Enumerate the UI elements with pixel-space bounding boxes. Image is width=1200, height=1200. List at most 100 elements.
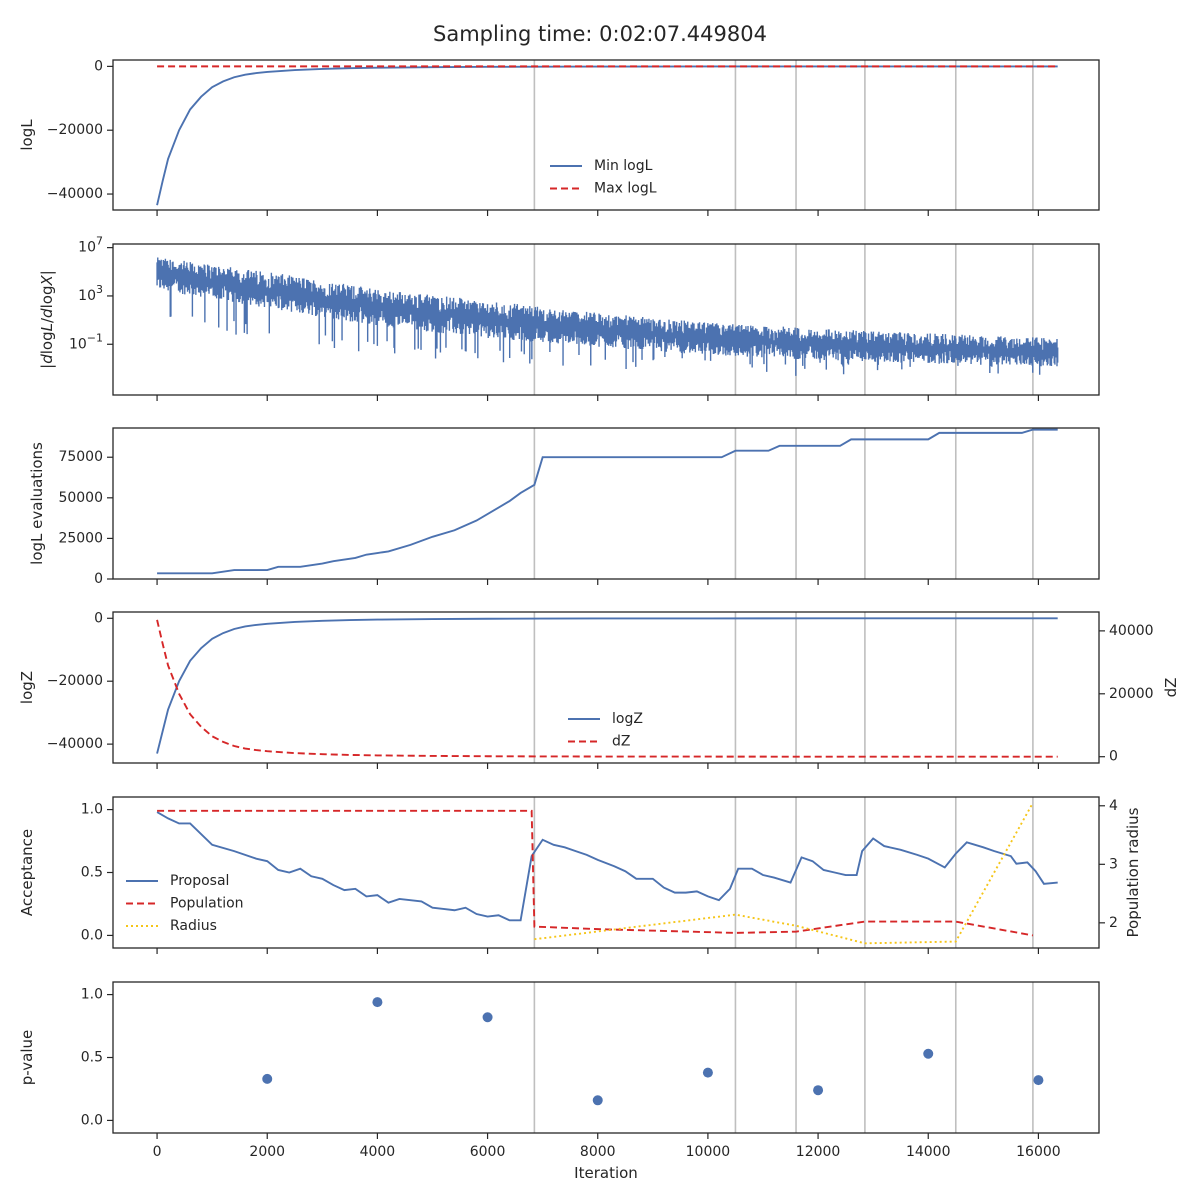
legend-label: Max logL (594, 181, 657, 197)
series-group (156, 802, 1058, 945)
y-axis-label: p-value (18, 1030, 36, 1086)
x-tick-label: 2000 (249, 1144, 285, 1160)
y-tick-label: 1.0 (81, 802, 103, 818)
x-tick-label: 16000 (1016, 1144, 1061, 1160)
panel-dlogL: 107 103 10−1 |dlogL/dlogX| (38, 235, 1100, 401)
x-tick-label: 8000 (580, 1144, 616, 1160)
axes-frame (112, 243, 1100, 396)
x-tick-label: 10000 (686, 1144, 731, 1160)
x-tick-label: 6000 (470, 1144, 506, 1160)
x-axis-label: Iteration (574, 1164, 638, 1182)
y-tick-label: 0 (94, 610, 103, 626)
scatter-point (482, 1012, 493, 1023)
y-tick-label: 1.0 (81, 987, 103, 1003)
x-tick-label: 14000 (906, 1144, 951, 1160)
y2-axis-label: Population radius (1124, 807, 1142, 937)
y-tick-label: 0 (94, 58, 103, 74)
scatter-point (262, 1073, 273, 1084)
scatter-point (372, 997, 383, 1008)
x-axis (156, 395, 1040, 401)
axes-frame (112, 59, 1100, 211)
x-tick-label: 0 (153, 1144, 162, 1160)
y-tick-label: 0.5 (81, 1050, 103, 1066)
y2-tick-label: 3 (1109, 856, 1118, 872)
legend: Min logL Max logL (550, 158, 657, 197)
y2-axis-label: dZ (1162, 678, 1180, 698)
y-tick-label: −40000 (47, 186, 103, 202)
y2-tick-label: 4 (1109, 798, 1118, 814)
vertical-markers (533, 797, 1034, 948)
y-tick-label: 75000 (58, 449, 103, 465)
series-min-logl (156, 65, 1058, 206)
axes-frame (112, 796, 1100, 949)
y-axis: 0 −20000 −40000 logZ (18, 610, 113, 752)
x-axis (156, 579, 1040, 585)
y2-tick-label: 0 (1109, 749, 1118, 765)
series-group (262, 997, 1044, 1106)
series-group (156, 617, 1058, 758)
scatter-point (592, 1095, 603, 1106)
y-tick-label: 0.0 (81, 927, 103, 943)
y-axis: 107 103 10−1 |dlogL/dlogX| (38, 235, 113, 369)
y-tick-label: 0.5 (81, 865, 103, 881)
y-tick-label: −20000 (47, 673, 103, 689)
legend: Proposal Population Radius (126, 873, 244, 934)
y2-tick-label: 20000 (1109, 686, 1154, 702)
y-tick-label: −20000 (47, 122, 103, 138)
series-population (157, 809, 1034, 937)
series-logz (156, 617, 1058, 754)
panel-logZ: 0 −20000 −40000 logZ 0 20000 40000 dZ logZ dZ (18, 610, 1180, 769)
y-tick-label: 10−1 (69, 331, 103, 352)
x-tick-label: 4000 (360, 1144, 396, 1160)
axes-frame (112, 427, 1100, 580)
legend: logZ dZ (568, 711, 643, 750)
axes-frame (112, 611, 1100, 764)
legend-label: Population (170, 896, 244, 912)
y-axis-label: logL (18, 119, 36, 151)
axes-frame (112, 981, 1100, 1134)
scatter-point (1033, 1075, 1044, 1086)
y2-tick-label: 40000 (1109, 623, 1154, 639)
y-axis: 0 25000 50000 75000 logL evaluations (28, 442, 113, 587)
y2-tick-label: 2 (1109, 915, 1118, 931)
y-axis-label: |dlogL/dlogX| (38, 270, 56, 369)
legend-label: Proposal (170, 873, 229, 889)
panel-acceptance: 0.0 0.5 1.0 Acceptance 2 3 4 Population radius P… (18, 796, 1142, 954)
y-tick-label: −40000 (47, 736, 103, 752)
scatter-point (813, 1085, 824, 1096)
y-tick-label: 0 (94, 571, 103, 587)
y-axis: 0.0 0.5 1.0 p-value (18, 987, 113, 1128)
figure-title: Sampling time: 0:02:07.449804 (433, 22, 767, 46)
panel-evals: 0 25000 50000 75000 logL evaluations (28, 427, 1100, 587)
legend-label: dZ (612, 734, 630, 750)
y-tick-label: 107 (78, 235, 103, 256)
legend-label: logZ (612, 711, 643, 727)
legend-label: Min logL (594, 158, 653, 174)
x-axis (156, 763, 1040, 769)
y-tick-label: 103 (78, 283, 103, 304)
series-dlogL-0 (156, 257, 1059, 376)
vertical-markers (533, 428, 1034, 579)
vertical-markers (533, 60, 1034, 210)
vertical-markers (533, 982, 1034, 1133)
y-axis: 0 −20000 −40000 logL (18, 58, 113, 202)
legend-label: Radius (170, 918, 217, 934)
y-tick-label: 50000 (58, 490, 103, 506)
scatter-point (702, 1067, 713, 1078)
x-axis (156, 210, 1040, 216)
panel-pvalue: 0 2000 4000 6000 8000 10000 12000 14000 16000 Ite… (18, 981, 1100, 1182)
series-proposal (156, 811, 1058, 922)
x-axis: 0 2000 4000 6000 8000 10000 12000 14000 16000 Ite… (153, 1133, 1061, 1182)
y-axis-label: logL evaluations (28, 442, 46, 565)
x-tick-label: 12000 (796, 1144, 841, 1160)
y-tick-label: 0.0 (81, 1112, 103, 1128)
y-axis: 0.0 0.5 1.0 Acceptance (18, 802, 113, 943)
series-group (156, 65, 1058, 206)
y2-axis: 2 3 4 Population radius (1099, 798, 1142, 937)
series-evals-0 (157, 428, 1058, 575)
scatter-point (923, 1048, 934, 1059)
y2-axis: 0 20000 40000 dZ (1099, 623, 1180, 765)
panel-logL: 0 −20000 −40000 logL Min logL Max logL (18, 58, 1100, 216)
